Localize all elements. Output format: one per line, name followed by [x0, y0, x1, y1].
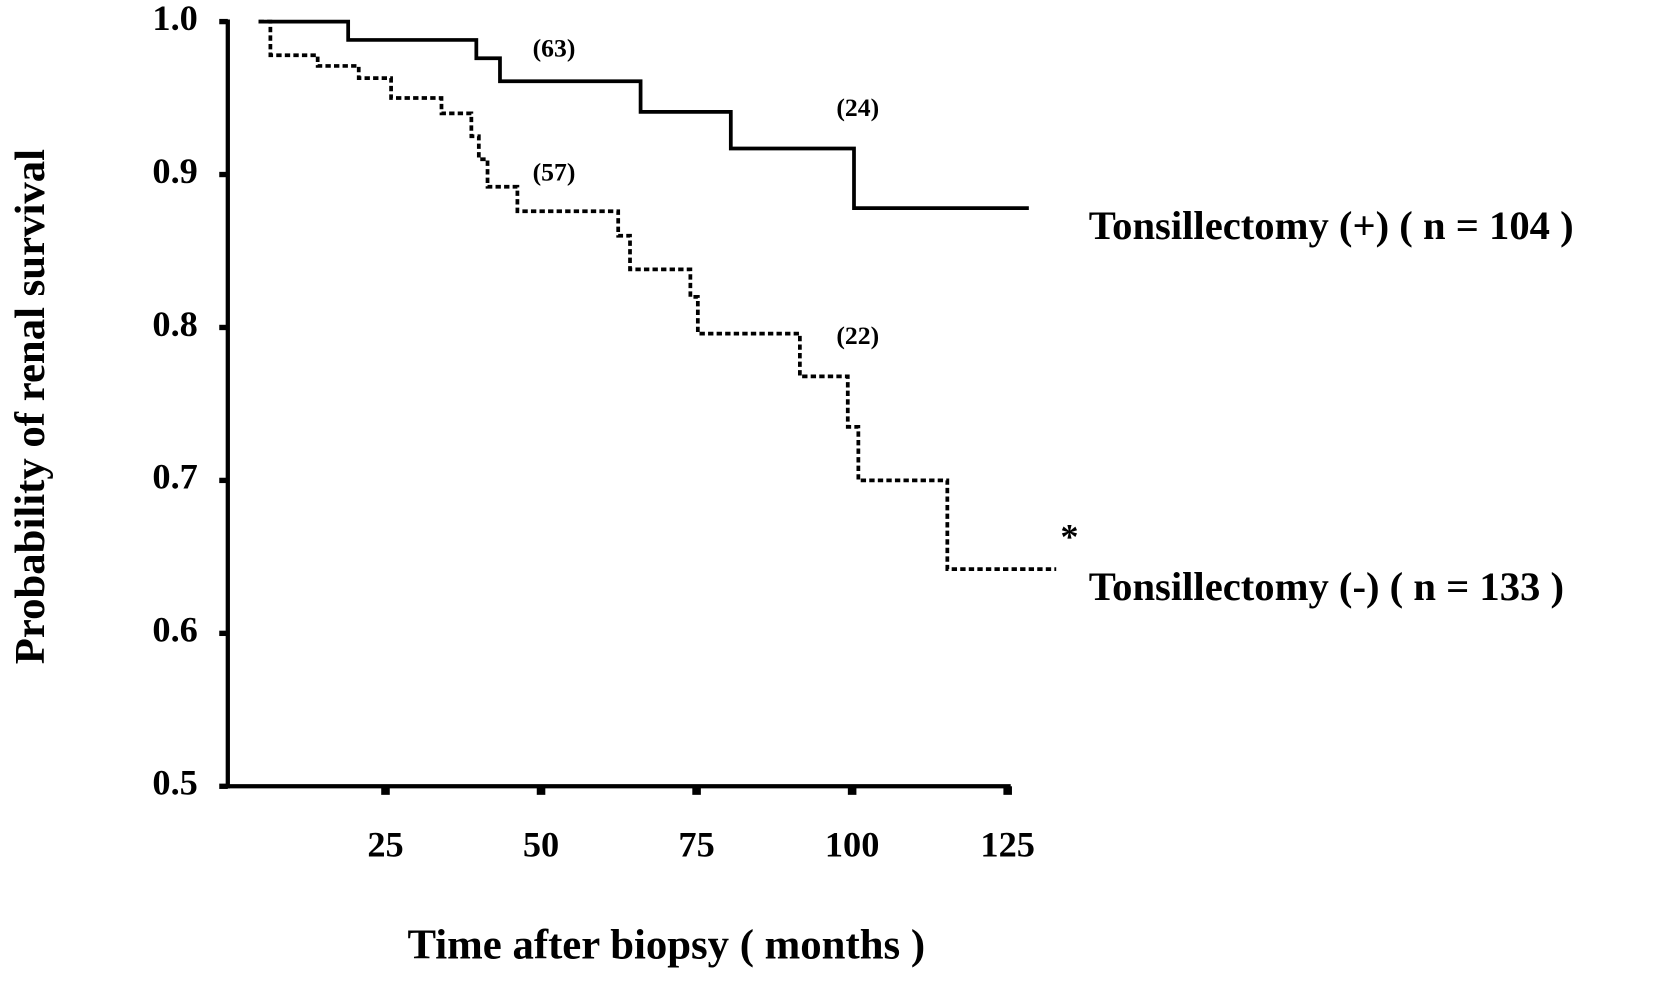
- annotation: (57): [533, 157, 576, 186]
- y-axis-title: Probability of renal survival: [7, 149, 54, 664]
- survival-curve: [258, 19, 1057, 571]
- x-tick-label: 75: [678, 825, 714, 865]
- y-tick-label: 0.8: [152, 304, 197, 344]
- annotation: (24): [836, 93, 879, 122]
- y-tick-label: 0.6: [152, 610, 197, 650]
- y-tick-label: 0.7: [152, 457, 197, 497]
- x-tick-label: 100: [825, 825, 880, 865]
- legend-label: Tonsillectomy (+) ( n = 104 ): [1089, 203, 1574, 248]
- survival-curve: [258, 19, 1029, 211]
- annotation: (63): [533, 33, 576, 62]
- x-axis-title: Time after biopsy ( months ): [408, 922, 926, 969]
- annotation: (22): [836, 321, 879, 350]
- y-tick-label: 1.0: [152, 0, 197, 38]
- x-tick-label: 50: [523, 825, 559, 865]
- legend-label: Tonsillectomy (-) ( n = 133 ): [1089, 564, 1564, 609]
- y-tick-label: 0.5: [152, 763, 197, 803]
- x-tick-label: 25: [367, 825, 403, 865]
- annotation: *: [1060, 517, 1078, 557]
- y-tick-label: 0.9: [152, 151, 197, 191]
- x-tick-label: 125: [980, 825, 1035, 865]
